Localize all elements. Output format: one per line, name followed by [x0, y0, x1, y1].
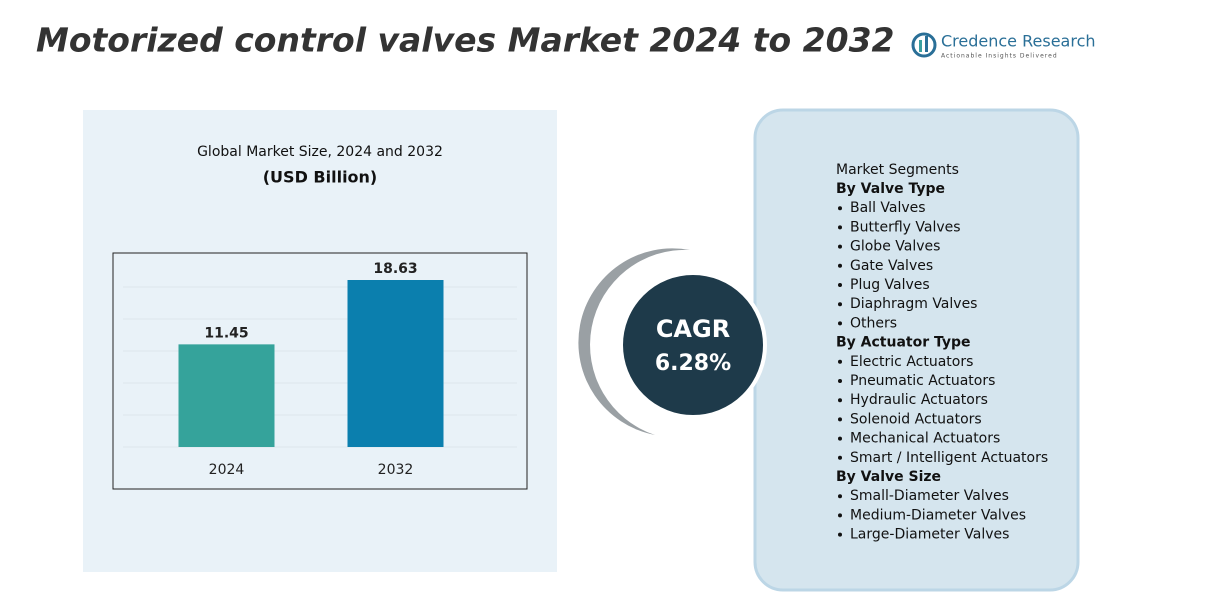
bullet [838, 283, 842, 287]
bullet [838, 532, 842, 537]
bullet [838, 321, 842, 326]
bullet [838, 302, 842, 307]
bar [178, 344, 275, 447]
segment-group: By Valve Type [836, 181, 945, 197]
bullet [838, 398, 842, 403]
bullet [838, 244, 842, 249]
bullet [838, 379, 842, 383]
plot-frame [112, 252, 528, 490]
logo-tagline: Actionable Insights Delivered [941, 53, 1058, 60]
segment-item: Pneumatic Actuators [850, 373, 995, 389]
segment-item: Electric Actuators [850, 354, 973, 370]
cagr-value: 6.28% [655, 351, 731, 376]
bullet [838, 206, 842, 211]
segment-item: Plug Valves [850, 277, 930, 293]
segment-item: Hydraulic Actuators [850, 392, 988, 408]
bullet [838, 417, 842, 422]
bar [347, 280, 444, 447]
bullet [838, 225, 842, 230]
segment-item: Butterfly Valves [850, 219, 961, 235]
value-label: 18.63 [373, 261, 417, 277]
segments-title: Market Segments [836, 162, 959, 178]
bullet [838, 436, 842, 441]
segment-item: Mechanical Actuators [850, 431, 1000, 447]
segment-item: Ball Valves [850, 200, 926, 216]
value-label: 11.45 [204, 325, 248, 341]
segment-group: By Actuator Type [836, 335, 971, 351]
segment-group: By Valve Size [836, 469, 941, 485]
segment-item: Solenoid Actuators [850, 411, 982, 427]
chart-title: Global Market Size, 2024 and 2032 [197, 144, 443, 160]
segment-item: Gate Valves [850, 258, 933, 274]
bullet [838, 455, 842, 460]
bullet [838, 263, 842, 268]
segment-item: Globe Valves [850, 239, 940, 255]
logo-icon [911, 32, 937, 58]
bullet [838, 359, 842, 364]
bullet [838, 494, 842, 499]
segment-item: Smart / Intelligent Actuators [850, 450, 1048, 466]
x-tick-label: 2024 [209, 462, 245, 478]
segment-item: Small-Diameter Valves [850, 488, 1009, 504]
page-title: Motorized control valves Market 2024 to … [36, 21, 895, 60]
segment-item: Large-Diameter Valves [850, 527, 1009, 543]
cagr-circle [619, 271, 767, 419]
x-tick-label: 2032 [378, 462, 414, 478]
segment-item: Diaphragm Valves [850, 296, 977, 312]
segment-item: Others [850, 315, 897, 331]
bullet [838, 513, 842, 518]
cagr-label: CAGR [656, 315, 730, 343]
logo-name: Credence Research [941, 32, 1096, 51]
chart-panel [83, 110, 557, 572]
segment-item: Medium-Diameter Valves [850, 507, 1026, 523]
chart-subtitle: (USD Billion) [263, 168, 378, 187]
